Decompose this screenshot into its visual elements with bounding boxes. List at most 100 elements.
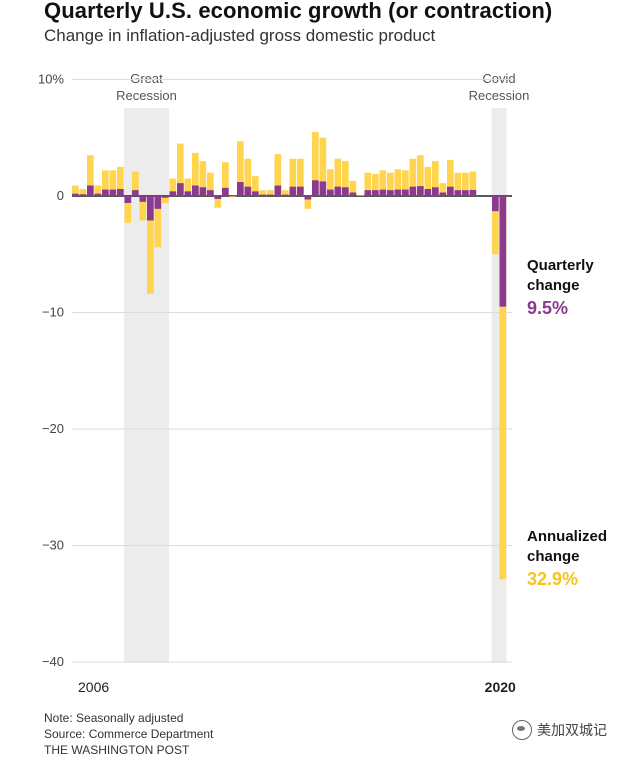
- quarterly-bar-53: [469, 189, 477, 196]
- annualized-bar-4: [102, 170, 109, 196]
- quarterly-bar-35: [334, 186, 342, 196]
- quarterly-bar-7: [124, 196, 132, 203]
- annualized-bar-56: [492, 196, 499, 255]
- x-tick-label-1: 2020: [485, 679, 516, 695]
- annualized-bar-17: [199, 161, 207, 196]
- annualized-bar-12: [162, 196, 169, 203]
- quarterly-bar-37: [349, 192, 357, 196]
- quarterly-bar-42: [387, 190, 394, 196]
- annualized-bar-20: [222, 162, 229, 196]
- annualized-bar-42: [387, 172, 394, 196]
- quarterly-bar-50: [447, 186, 454, 196]
- annualized-bar-15: [184, 178, 192, 196]
- recession-shade-0: [124, 108, 169, 663]
- quarterly-bar-13: [169, 191, 177, 196]
- quarterly-bar-56: [492, 196, 499, 212]
- annualized-bar-24: [252, 176, 259, 196]
- annotation-value-1: 32.9%: [527, 569, 578, 589]
- quarterly-bar-8: [132, 190, 139, 196]
- annualized-bar-11: [154, 196, 162, 248]
- quarterly-bar-30: [297, 186, 304, 196]
- annualized-bar-32: [312, 131, 319, 196]
- recession-label-1-0: Covid: [482, 71, 515, 86]
- quarterly-bar-41: [379, 189, 387, 196]
- annualized-bar-33: [319, 137, 327, 196]
- annualized-bar-9: [139, 196, 147, 221]
- annualized-bar-27: [274, 154, 282, 196]
- quarterly-bar-32: [312, 180, 319, 196]
- annualized-bar-21: [229, 196, 237, 198]
- quarterly-bar-15: [184, 191, 192, 196]
- footer-note: Note: Seasonally adjusted: [44, 711, 184, 725]
- quarterly-bar-34: [327, 189, 334, 196]
- annualized-bar-8: [132, 171, 139, 196]
- wechat-icon: [512, 720, 532, 740]
- quarterly-bar-57: [499, 196, 507, 307]
- gdp-bar-chart: Great Recession Covid Recession 10% 0 −10 −20 −3…: [38, 71, 607, 695]
- quarterly-bar-3: [94, 193, 102, 196]
- quarterly-bar-33: [319, 181, 327, 196]
- quarterly-bar-46: [417, 186, 424, 196]
- annualized-bar-31: [304, 196, 312, 209]
- annualized-bar-3: [94, 185, 102, 196]
- annualized-bar-38: [357, 194, 364, 196]
- footer-credit: THE WASHINGTON POST: [44, 743, 190, 757]
- annualized-bar-52: [462, 172, 469, 196]
- annotation-value-0: 9.5%: [527, 298, 568, 318]
- quarterly-bar-5: [109, 189, 117, 196]
- quarterly-bar-11: [154, 196, 162, 209]
- quarterly-bar-18: [207, 190, 214, 196]
- x-tick-label-0: 2006: [78, 679, 109, 695]
- quarterly-bar-9: [139, 196, 147, 202]
- quarterly-bar-20: [222, 187, 229, 196]
- y-tick-label-2: −10: [42, 305, 64, 320]
- annualized-bar-50: [447, 159, 454, 196]
- quarterly-bar-52: [462, 190, 469, 196]
- annualized-bar-45: [409, 158, 417, 196]
- annualized-bar-22: [237, 141, 244, 196]
- quarterly-bar-48: [432, 187, 439, 196]
- annotation-label-1-0: Annualized: [527, 528, 607, 545]
- annualized-bar-26: [267, 190, 274, 196]
- recession-label-0-1: Recession: [116, 88, 177, 103]
- quarterly-bar-1: [79, 194, 87, 196]
- y-tick-label-1: 0: [57, 188, 64, 203]
- annualized-bar-46: [417, 155, 424, 196]
- quarterly-bar-26: [267, 194, 274, 196]
- quarterly-bar-14: [177, 183, 184, 196]
- quarterly-bar-12: [162, 196, 169, 198]
- annualized-bar-53: [469, 171, 477, 196]
- annualized-bar-44: [402, 170, 409, 196]
- annualized-bar-57: [499, 196, 507, 580]
- annotation-label-0-1: change: [527, 277, 580, 294]
- annualized-bar-23: [244, 158, 252, 196]
- annualized-bar-2: [87, 155, 94, 196]
- annualized-bar-39: [364, 172, 372, 196]
- watermark-text: 美加双城记: [537, 722, 607, 738]
- annualized-bar-37: [349, 180, 357, 196]
- quarterly-bar-10: [147, 196, 154, 221]
- annualized-bar-14: [177, 143, 184, 196]
- annualized-bar-18: [207, 172, 214, 196]
- quarterly-bar-25: [259, 194, 267, 196]
- quarterly-bar-16: [192, 185, 199, 196]
- quarterly-bar-36: [342, 187, 349, 196]
- y-tick-label-3: −20: [42, 421, 64, 436]
- annotation-label-1-1: change: [527, 548, 580, 565]
- chart-footer: Note: Seasonally adjusted Source: Commer…: [44, 710, 213, 758]
- quarterly-bar-19: [214, 196, 222, 199]
- annualized-bar-34: [327, 169, 334, 196]
- annualized-bar-16: [192, 152, 199, 196]
- quarterly-bar-39: [364, 190, 372, 196]
- watermark: 美加双城记: [512, 720, 607, 740]
- annualized-bar-0: [72, 185, 79, 196]
- quarterly-bar-24: [252, 191, 259, 196]
- quarterly-bar-44: [402, 189, 409, 196]
- quarterly-bar-51: [454, 190, 462, 196]
- annualized-bar-51: [454, 172, 462, 196]
- footer-source: Source: Commerce Department: [44, 727, 214, 741]
- annualized-bar-13: [169, 178, 177, 196]
- quarterly-bar-27: [274, 185, 282, 196]
- annualized-bar-35: [334, 158, 342, 196]
- recession-label-0-0: Great: [130, 71, 163, 86]
